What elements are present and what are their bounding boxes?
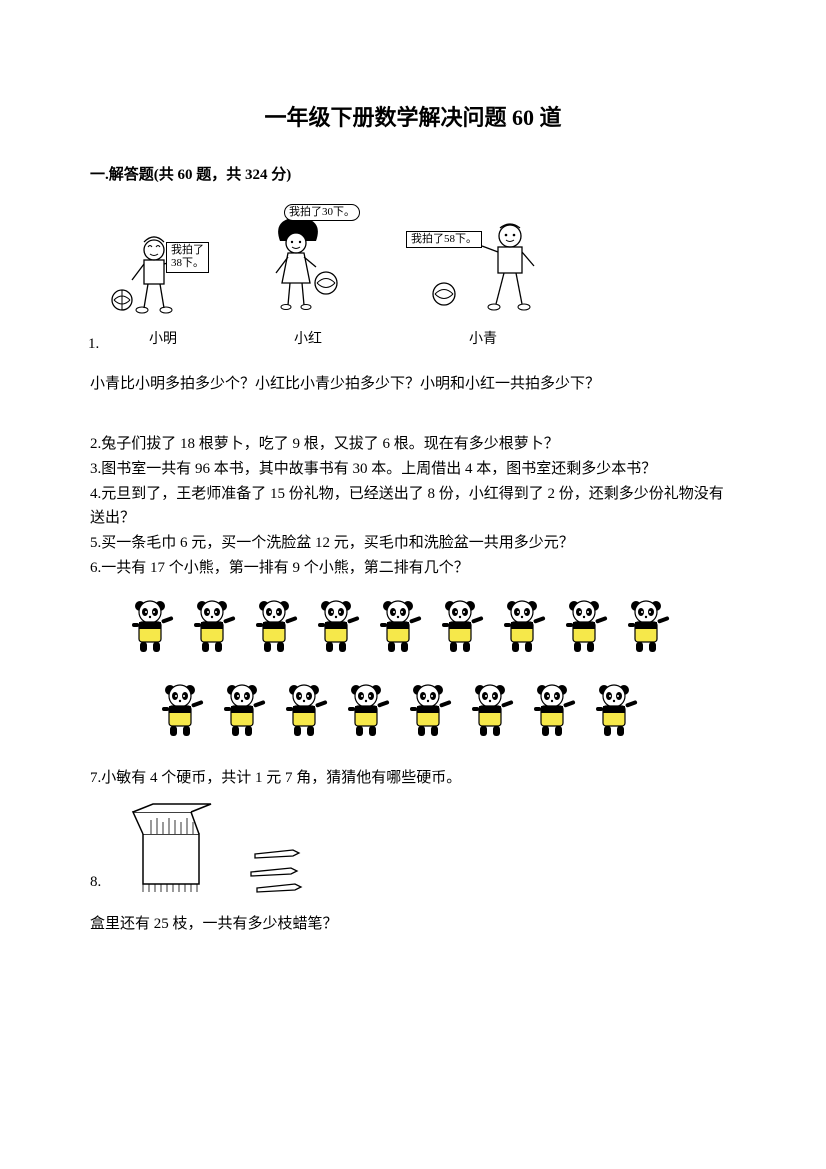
panda-icon [594, 682, 642, 740]
panda-icon [160, 682, 208, 740]
panda-icon [222, 682, 270, 740]
q1-number: 1. [88, 332, 99, 356]
panda-icon [408, 682, 456, 740]
kid-hong-bubble: 我拍了30下。 [284, 204, 360, 221]
panda-row-1 [130, 598, 736, 664]
kid-qing-label: 小青 [469, 329, 497, 351]
q8-figure-row: 8. [90, 798, 736, 898]
q8-number: 8. [90, 870, 101, 894]
kid-qing-bubble: 我拍了58下。 [406, 231, 482, 248]
q4-text: 4.元旦到了，王老师准备了 15 份礼物，已经送出了 8 份，小红得到了 2 份… [90, 482, 736, 530]
q5-text: 5.买一条毛巾 6 元，买一个洗脸盆 12 元，买毛巾和洗脸盆一共用多少元？ [90, 531, 736, 555]
crayons-outside-icon [249, 838, 329, 898]
q2-text: 2.兔子们拔了 18 根萝卜，吃了 9 根，又拔了 6 根。现在有多少根萝卜？ [90, 432, 736, 456]
panda-icon [470, 682, 518, 740]
panda-icon [502, 598, 550, 656]
panda-icon [192, 598, 240, 656]
panda-figure [130, 598, 736, 748]
q8-text: 盒里还有 25 枝，一共有多少枝蜡笔？ [90, 912, 736, 936]
q1-figure-row: 1. 我拍了38下。 [108, 205, 736, 351]
panda-icon [130, 598, 178, 656]
page-title: 一年级下册数学解决问题 60 道 [90, 100, 736, 135]
panda-icon [378, 598, 426, 656]
panda-icon [254, 598, 302, 656]
q7-text: 7.小敏有 4 个硬币，共计 1 元 7 角，猜猜他有哪些硬币。 [90, 766, 736, 790]
kid-qing-figure: 我拍了58下。 [418, 210, 548, 323]
q6-text: 6.一共有 17 个小熊，第一排有 9 个小熊，第二排有几个？ [90, 556, 736, 580]
kid-hong-label: 小红 [294, 329, 322, 351]
kid-hong-figure: 我拍了30下。 [248, 205, 368, 323]
panda-icon [440, 598, 488, 656]
kid-ming-figure: 我拍了38下。 [108, 220, 218, 323]
panda-icon [284, 682, 332, 740]
kid-ming-label: 小明 [149, 329, 177, 351]
kid-hong: 我拍了30下。 小红 [248, 205, 368, 351]
kid-ming-bubble: 我拍了38下。 [166, 242, 209, 272]
panda-row-2 [160, 682, 736, 748]
section-header: 一.解答题(共 60 题，共 324 分) [90, 163, 736, 187]
crayon-box-icon [125, 798, 225, 898]
kid-ming: 我拍了38下。 小明 [108, 220, 218, 351]
panda-icon [346, 682, 394, 740]
panda-icon [564, 598, 612, 656]
panda-icon [316, 598, 364, 656]
q3-text: 3.图书室一共有 96 本书，其中故事书有 30 本。上周借出 4 本，图书室还… [90, 457, 736, 481]
panda-icon [532, 682, 580, 740]
q1-question: 小青比小明多拍多少个？小红比小青少拍多少下？小明和小红一共拍多少下？ [90, 372, 736, 396]
kid-qing: 我拍了58下。 小青 [418, 210, 548, 351]
questions-2-6: 2.兔子们拔了 18 根萝卜，吃了 9 根，又拔了 6 根。现在有多少根萝卜？ … [90, 432, 736, 580]
panda-icon [626, 598, 674, 656]
